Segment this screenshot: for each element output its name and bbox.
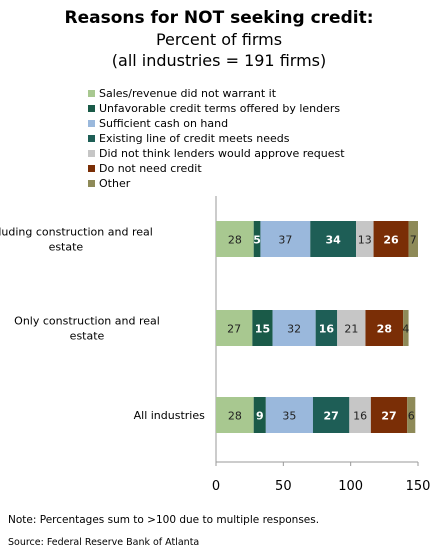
legend-item: Other xyxy=(88,176,345,191)
x-tick-label: 100 xyxy=(338,479,363,494)
bar-segment xyxy=(216,397,254,433)
category-label: Only construction and real estate xyxy=(14,315,160,343)
bar-segment xyxy=(260,221,311,257)
legend-item: Sales/revenue did not warrant it xyxy=(88,86,345,101)
legend-label: Unfavorable credit terms offered by lend… xyxy=(99,102,341,115)
bar-segment xyxy=(349,397,371,433)
chart-subtitle-line-1: Percent of firms xyxy=(155,30,283,49)
category-label-line: All industries xyxy=(134,409,206,422)
legend-item: Did not think lenders would approve requ… xyxy=(88,146,345,161)
bar-segment xyxy=(265,397,313,433)
bar-value-label: 27 xyxy=(227,323,241,336)
chart-subtitle-line-2: (all industries = 191 firms) xyxy=(111,51,327,70)
chart-legend: Sales/revenue did not warrant it Unfavora… xyxy=(88,86,345,191)
bar-segment xyxy=(408,221,418,257)
bar-value-label: 35 xyxy=(282,410,296,423)
bar-value-label: 16 xyxy=(319,323,335,336)
bar-value-label: 15 xyxy=(255,323,270,336)
legend-label: Sales/revenue did not warrant it xyxy=(99,87,277,100)
bar-segment xyxy=(253,221,261,257)
legend-item: Unfavorable credit terms offered by lend… xyxy=(88,101,345,116)
bar-segment xyxy=(310,221,357,257)
chart-title-block: Reasons for NOT seeking credit: Percent … xyxy=(0,8,438,71)
category-label-line: estate xyxy=(70,330,105,343)
category-label-line: Excluding construction and real xyxy=(0,226,153,239)
bar-segment xyxy=(216,221,254,257)
legend-swatch xyxy=(88,120,95,127)
bar-value-label: 16 xyxy=(353,410,367,423)
bar-segment xyxy=(403,310,409,346)
bar-value-label: 27 xyxy=(381,410,396,423)
bar-segment xyxy=(370,397,408,433)
legend-swatch xyxy=(88,180,95,187)
legend-swatch xyxy=(88,90,95,97)
bar-segment xyxy=(337,310,366,346)
legend-label: Other xyxy=(99,177,131,190)
bar-segment xyxy=(356,221,374,257)
bar-value-label: 6 xyxy=(408,410,415,423)
bar-segment xyxy=(312,397,350,433)
bar-segment xyxy=(272,310,316,346)
bar-segment xyxy=(252,310,273,346)
legend-swatch xyxy=(88,105,95,112)
category-label-line: Only construction and real xyxy=(14,315,160,328)
legend-swatch xyxy=(88,150,95,157)
bar-value-label: 26 xyxy=(383,234,399,247)
bar-segment xyxy=(315,310,338,346)
category-label-line: estate xyxy=(49,241,84,254)
legend-swatch xyxy=(88,165,95,172)
legend-label: Existing line of credit meets needs xyxy=(99,132,290,145)
bar-segment xyxy=(373,221,409,257)
bar-value-label: 7 xyxy=(410,234,417,247)
bar-value-label: 21 xyxy=(344,323,358,336)
bar-segment xyxy=(365,310,404,346)
legend-label: Did not think lenders would approve requ… xyxy=(99,147,345,160)
category-label: All industries xyxy=(134,409,206,422)
bar-value-label: 37 xyxy=(278,234,292,247)
x-tick-label: 0 xyxy=(212,479,220,494)
bar-value-label: 27 xyxy=(323,410,338,423)
chart-title: Reasons for NOT seeking credit: xyxy=(64,8,374,28)
bar-value-label: 34 xyxy=(326,234,342,247)
chart-note: Note: Percentages sum to >100 due to mul… xyxy=(8,514,320,526)
legend-item: Do not need credit xyxy=(88,161,345,176)
legend-item: Sufficient cash on hand xyxy=(88,116,345,131)
legend-item: Existing line of credit meets needs xyxy=(88,131,345,146)
bar-value-label: 28 xyxy=(377,323,392,336)
bar-value-label: 9 xyxy=(256,410,264,423)
bar-value-label: 28 xyxy=(228,234,242,247)
bar-value-label: 5 xyxy=(253,234,261,247)
legend-label: Sufficient cash on hand xyxy=(99,117,229,130)
category-label: Excluding construction and real estate xyxy=(0,226,153,254)
x-tick-label: 150 xyxy=(406,479,431,494)
bar-value-label: 13 xyxy=(358,234,372,247)
legend-label: Do not need credit xyxy=(99,162,202,175)
x-tick-label: 50 xyxy=(275,479,292,494)
legend-swatch xyxy=(88,135,95,142)
bar-segment xyxy=(407,397,416,433)
bar-segment xyxy=(216,310,253,346)
bar-value-label: 32 xyxy=(287,323,301,336)
bar-value-label: 4 xyxy=(402,323,409,336)
bar-segment xyxy=(253,397,266,433)
chart-source: Source: Federal Reserve Bank of Atlanta xyxy=(8,537,200,548)
bar-value-label: 28 xyxy=(228,410,242,423)
